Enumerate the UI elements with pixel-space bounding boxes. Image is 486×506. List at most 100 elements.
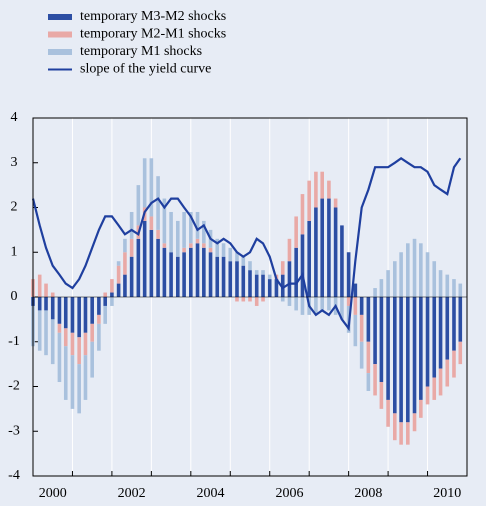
bar	[136, 185, 141, 226]
bar	[169, 211, 173, 253]
legend-label: temporary M2-M1 shocks	[80, 27, 226, 42]
bar	[57, 332, 62, 383]
bar	[432, 377, 437, 400]
bar	[254, 274, 259, 297]
bar	[136, 238, 141, 297]
bar	[340, 225, 344, 297]
bar	[195, 238, 200, 244]
bar	[156, 176, 160, 230]
bar	[366, 373, 371, 391]
bar	[320, 171, 325, 199]
bar	[300, 234, 305, 297]
y-tick-label: 0	[11, 289, 18, 304]
bar	[406, 297, 410, 423]
bar	[359, 297, 364, 315]
bar	[103, 297, 108, 306]
bar	[37, 297, 42, 311]
bar	[44, 310, 48, 356]
bar	[110, 297, 114, 306]
bar	[438, 297, 443, 369]
bar	[97, 323, 101, 351]
bar	[189, 211, 193, 244]
y-tick-label: -3	[8, 423, 20, 438]
legend-label: temporary M3-M2 shocks	[80, 9, 226, 24]
bar	[235, 297, 239, 302]
bar	[44, 297, 48, 311]
legend-swatch	[48, 49, 72, 55]
bar	[359, 341, 364, 369]
bar	[149, 216, 154, 230]
bar	[445, 359, 450, 387]
bar	[346, 252, 351, 297]
y-tick-label: 4	[11, 110, 18, 125]
bar	[162, 243, 167, 248]
bar	[274, 279, 279, 297]
bar	[432, 261, 437, 297]
bar	[149, 158, 154, 217]
bar	[327, 198, 331, 297]
bar	[116, 265, 121, 284]
y-tick-label: -1	[8, 334, 20, 349]
bar	[458, 341, 463, 365]
x-tick-label: 2004	[197, 486, 225, 501]
bar	[182, 247, 186, 253]
bar	[90, 323, 94, 342]
bar	[162, 198, 167, 244]
legend-label: slope of the yield curve	[80, 62, 211, 77]
bar	[195, 243, 200, 297]
bar	[248, 261, 252, 271]
bar	[142, 158, 147, 208]
bar	[70, 332, 75, 356]
bar	[353, 297, 358, 315]
bar	[399, 297, 403, 423]
bar	[241, 256, 246, 266]
bar	[202, 243, 206, 248]
bar	[425, 252, 430, 297]
bar	[287, 261, 292, 297]
bar	[77, 364, 81, 414]
bar	[228, 247, 233, 262]
bar	[182, 252, 186, 297]
bar	[215, 238, 220, 257]
x-tick-label: 2010	[433, 486, 461, 501]
bar	[83, 297, 88, 333]
bar	[169, 252, 173, 297]
bar	[162, 247, 167, 297]
bar	[63, 328, 68, 347]
bar	[208, 247, 213, 253]
bar	[287, 297, 292, 306]
bar	[90, 341, 94, 378]
bar	[123, 274, 127, 297]
bar	[83, 332, 88, 356]
bar	[175, 256, 180, 297]
bar	[254, 297, 259, 306]
bar	[156, 229, 160, 239]
bar	[452, 297, 456, 351]
bar	[379, 279, 384, 297]
bar	[97, 297, 101, 315]
bar	[294, 297, 298, 311]
bar	[399, 422, 403, 445]
bar	[379, 297, 384, 383]
bar	[208, 252, 213, 297]
bar	[346, 297, 351, 306]
bar	[261, 297, 265, 302]
bar	[241, 265, 246, 297]
bar	[156, 238, 160, 297]
bar	[359, 314, 364, 342]
bar	[267, 279, 272, 297]
bar	[438, 368, 443, 396]
bar	[267, 274, 272, 280]
y-tick-label: 2	[11, 200, 18, 215]
bar	[129, 238, 134, 257]
bar	[228, 261, 233, 297]
bar	[412, 238, 417, 297]
bar	[70, 355, 75, 409]
bar	[182, 211, 186, 248]
bar	[50, 319, 55, 365]
bar	[189, 247, 193, 297]
bar	[314, 207, 318, 297]
bar	[221, 256, 226, 297]
